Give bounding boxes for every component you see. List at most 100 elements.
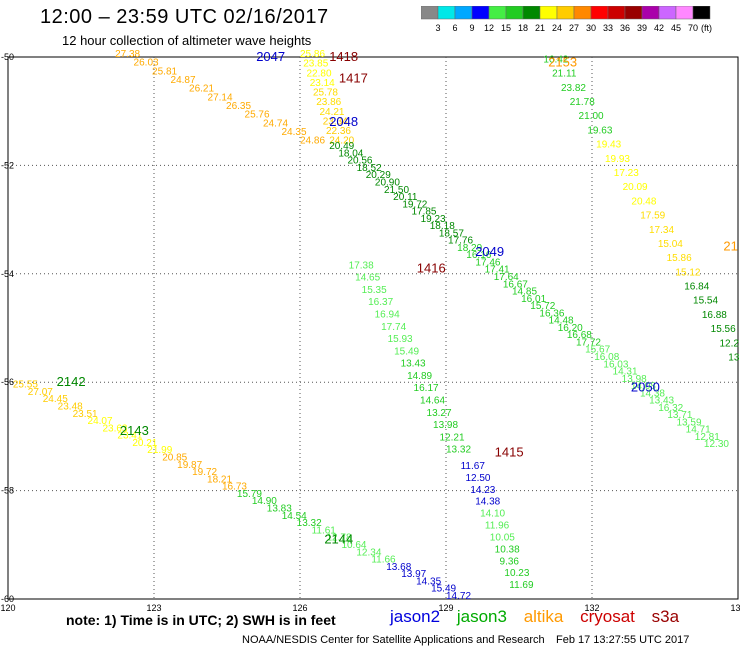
wave-height-value: 12.34 [356,547,381,558]
wave-height-value: 17.41 [485,265,510,276]
wave-height-value: 13.27 [427,408,452,419]
wave-height-value: 25.55 [13,380,38,391]
wave-height-value: 12.50 [465,473,490,484]
color-scale-tick: 3 [435,23,440,33]
wave-height-value: 14.90 [252,496,277,507]
footnote: note: 1) Time is in UTC; 2) SWH is in fe… [66,612,336,628]
pass-number-label: 2049 [475,244,504,259]
legend-s3a: s3a [651,607,680,626]
wave-height-value: 14.48 [549,316,574,327]
wave-height-value: 24.21 [319,107,344,118]
latitude-tick-label: -58 [1,486,14,496]
wave-height-value: 14.10 [480,509,505,520]
pass-number-label: 1417 [339,71,368,86]
satellite-legend: jason2 jason3 altika cryosat s3a [390,607,691,627]
latitude-tick-label: -54 [1,269,14,279]
wave-height-value: 13.32 [297,518,322,529]
wave-height-value: 18.29 [457,243,482,254]
page-subtitle: 12 hour collection of altimeter wave hei… [62,33,312,48]
wave-height-value: 19.72 [192,467,217,478]
wave-height-value: 19.93 [605,154,630,165]
wave-height-value: 22.36 [326,126,351,137]
wave-height-value: 17.85 [411,207,436,218]
generation-timestamp: Feb 17 13:27:55 UTC 2017 [556,634,690,646]
longitude-tick-label: 135 [730,603,740,613]
wave-height-value: 13.97 [401,569,426,580]
wave-height-value: 16.36 [539,308,564,319]
map-frame [7,56,739,600]
wave-height-value: 23.51 [73,409,98,420]
legend-jason3: jason3 [456,607,507,626]
wave-height-value: 15.49 [431,584,456,595]
wave-height-value: 24.35 [282,127,307,138]
wave-height-value: 24.07 [88,416,113,427]
color-scale-tick: 15 [501,23,511,33]
wave-height-value: 14.35 [416,576,441,587]
wave-height-value: 16.42 [543,54,568,65]
wave-height-value: 27.07 [28,387,53,398]
wave-height-value: 17.23 [614,168,639,179]
pass-number-label: 2047 [256,49,285,64]
wave-height-value: 11.67 [461,461,486,472]
color-scale-tick: 30 [586,23,596,33]
pass-number-label: 1415 [495,445,524,460]
wave-height-value: 20.48 [631,196,656,207]
longitude-tick-label: 120 [0,603,15,613]
longitude-tick-label: 123 [146,603,161,613]
wave-height-value: 25.86 [300,49,325,60]
color-scale-tick: 27 [569,23,579,33]
wave-height-value: 19.63 [587,125,612,136]
wave-height-value: 15.04 [658,239,683,250]
wave-height-value: 23.85 [303,59,328,70]
latitude-tick-label: -56 [1,377,14,387]
wave-height-value: 17.72 [576,337,601,348]
wave-height-value: 21.50 [384,185,409,196]
wave-height-value: 16.20 [558,323,583,334]
color-scale-tick: 42 [654,23,664,33]
wave-height-value: 19.87 [177,460,202,471]
wave-height-value: 23.14 [310,78,335,89]
wave-height-value: 18.52 [357,163,382,174]
wave-height-value: 17.34 [649,225,674,236]
wave-height-value: 15.86 [667,253,692,264]
color-scale-tick: 6 [452,23,457,33]
wave-height-value: 14.85 [512,287,537,298]
wave-height-value: 20.09 [623,182,648,193]
wave-height-value: 21.99 [147,445,172,456]
longitude-tick-label: 129 [438,603,453,613]
pass-number-label: 2048 [329,114,358,129]
wave-height-value: 17.74 [381,322,406,333]
wave-height-value: 23.48 [58,401,83,412]
wave-height-value: 10.64 [341,540,366,551]
legend-jason2: jason2 [390,607,441,626]
color-scale-tick: 70 [688,23,698,33]
wave-height-value: 18.57 [439,228,464,239]
wave-height-value: 19.72 [402,199,427,210]
color-scale-tick: 45 [671,23,681,33]
wave-height-value: 14.71 [686,425,711,436]
pass-number-label: 1418 [329,49,358,64]
longitude-tick-label: 126 [292,603,307,613]
color-scale-tick: 33 [603,23,613,33]
wave-height-value: 18.21 [207,474,232,485]
wave-height-value: 14.54 [282,511,307,522]
wave-height-value: 27.38 [115,49,140,60]
wave-height-value: 14.64 [420,396,445,407]
wave-height-value: 11.66 [371,555,396,566]
latitude-tick-label: -52 [1,160,14,170]
pass-number-label: 21 [723,239,737,254]
wave-height-value: 16.16 [466,250,491,261]
wave-height-value: 11.96 [485,521,510,532]
wave-height-value: 13 [728,353,740,364]
wave-height-value: 17.38 [349,260,374,271]
wave-height-value: 20.49 [329,141,354,152]
pass-number-label: 2144 [324,531,353,546]
credit-line: NOAA/NESDIS Center for Satellite Applica… [242,634,545,646]
wave-height-value: 17.46 [475,257,500,268]
wave-height-value: 27.14 [208,92,233,103]
legend-cryosat: cryosat [580,607,635,626]
wave-height-value: 24.87 [171,75,196,86]
wave-height-value: 12.2 [719,338,739,349]
color-scale-tick: 36 [620,23,630,33]
